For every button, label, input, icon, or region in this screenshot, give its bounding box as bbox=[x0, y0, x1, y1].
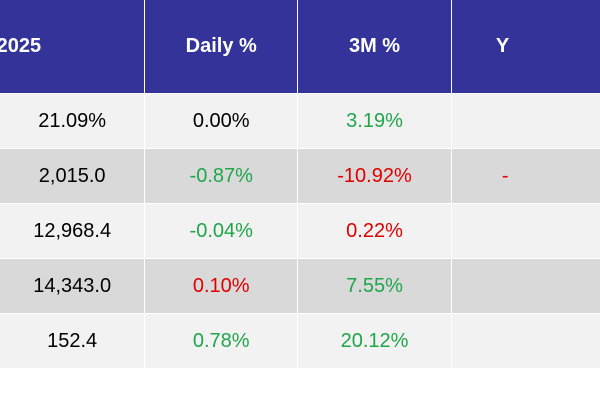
value-cell: 12,968.4 bbox=[0, 203, 145, 259]
daily-change-cell: 0.00% bbox=[144, 93, 298, 149]
value-cell: 152.4 bbox=[0, 313, 145, 368]
header-three-month-change: 3M % bbox=[297, 0, 452, 94]
three-month-change-cell: 20.12% bbox=[297, 313, 452, 368]
table-row: 152.4 0.78% 20.12% bbox=[0, 313, 600, 368]
header-daily-change: Daily % bbox=[144, 0, 298, 94]
value-cell: 21.09% bbox=[0, 93, 145, 149]
table-row: 14,343.0 0.10% 7.55% bbox=[0, 258, 600, 314]
header-ytd-label: Y bbox=[495, 35, 510, 57]
table-row: 2,015.0 -0.87% -10.92% - bbox=[0, 148, 600, 204]
market-performance-table: 1/2025 Daily % 3M % Y 21.09% 0.00% 3.19%… bbox=[0, 0, 600, 368]
three-month-change-cell: 0.22% bbox=[297, 203, 452, 259]
daily-change-cell: -0.87% bbox=[144, 148, 298, 204]
three-month-change-cell: 3.19% bbox=[297, 93, 452, 149]
ytd-change-cell bbox=[450, 258, 600, 314]
header-date: 1/2025 bbox=[0, 0, 145, 94]
header-ytd-change: Y bbox=[450, 0, 600, 94]
value-cell: 14,343.0 bbox=[0, 258, 145, 314]
value-cell: 2,015.0 bbox=[0, 148, 145, 204]
ytd-change-cell bbox=[450, 313, 600, 368]
ytd-change-cell: - bbox=[450, 148, 600, 204]
daily-change-cell: 0.10% bbox=[144, 258, 298, 314]
ytd-change-cell bbox=[450, 203, 600, 259]
three-month-change-cell: 7.55% bbox=[297, 258, 452, 314]
daily-change-cell: 0.78% bbox=[144, 313, 298, 368]
ytd-change-text: - bbox=[501, 164, 509, 187]
three-month-change-cell: -10.92% bbox=[297, 148, 452, 204]
daily-change-cell: -0.04% bbox=[144, 203, 298, 259]
table-header-row: 1/2025 Daily % 3M % Y bbox=[0, 0, 600, 94]
header-date-label: 1/2025 bbox=[0, 35, 42, 57]
table-row: 21.09% 0.00% 3.19% bbox=[0, 93, 600, 149]
ytd-change-cell bbox=[450, 93, 600, 149]
table-row: 12,968.4 -0.04% 0.22% bbox=[0, 203, 600, 259]
